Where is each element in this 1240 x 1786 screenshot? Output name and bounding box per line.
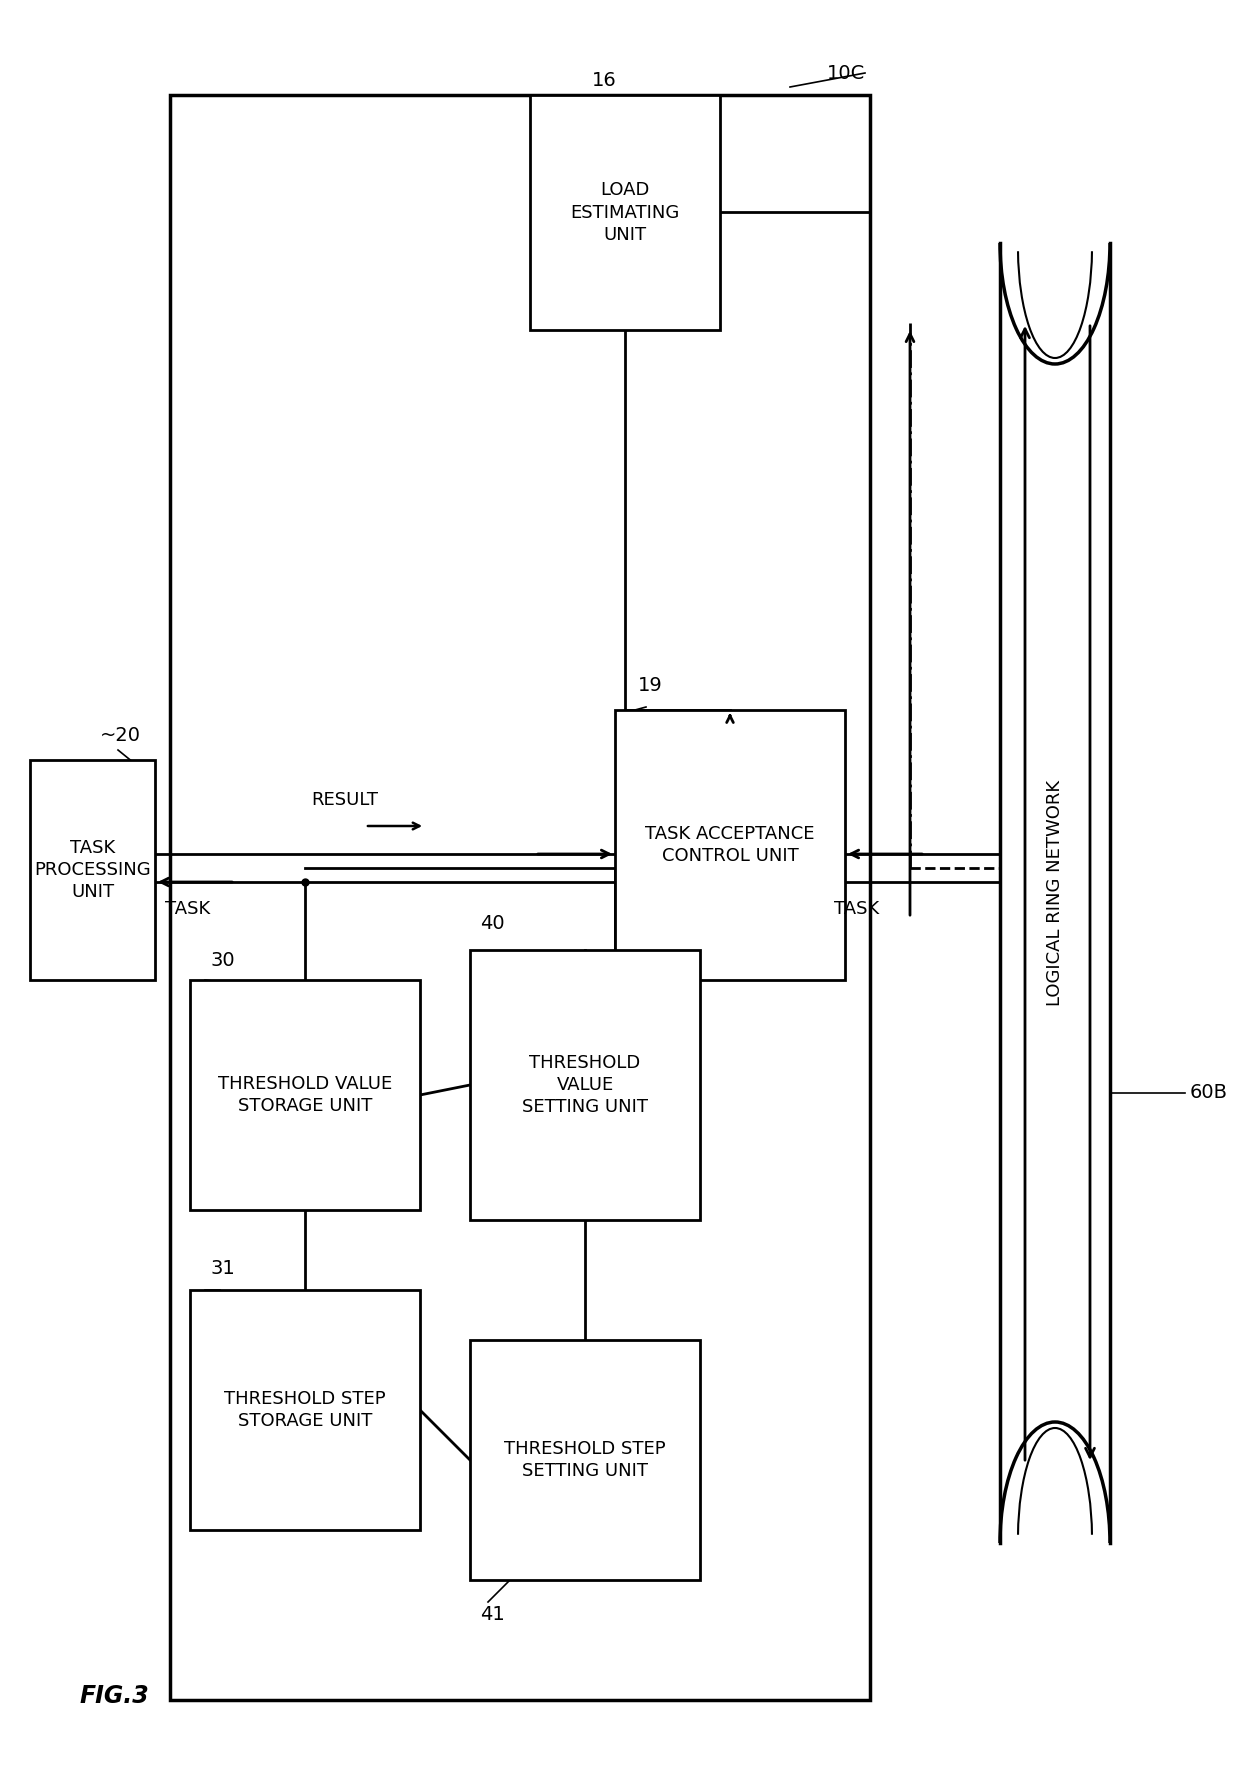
Text: ~20: ~20 — [100, 725, 141, 745]
Bar — [30, 761, 155, 981]
Bar — [999, 243, 1110, 1543]
Text: LOGICAL RING NETWORK: LOGICAL RING NETWORK — [1047, 780, 1064, 1006]
Text: 16: 16 — [591, 71, 616, 89]
Text: LOAD
ESTIMATING
UNIT: LOAD ESTIMATING UNIT — [570, 182, 680, 243]
Bar — [190, 1289, 420, 1531]
Bar — [529, 95, 720, 330]
Bar — [470, 1340, 701, 1581]
Text: TASK
PROCESSING
UNIT: TASK PROCESSING UNIT — [35, 839, 151, 902]
Text: TASK: TASK — [835, 900, 879, 918]
Text: 31: 31 — [210, 1259, 234, 1279]
Bar — [615, 711, 844, 981]
Text: 40: 40 — [480, 914, 505, 932]
Text: 10C: 10C — [827, 64, 866, 82]
Text: 60B: 60B — [1190, 1084, 1228, 1102]
Text: TASK ACCEPTANCE
CONTROL UNIT: TASK ACCEPTANCE CONTROL UNIT — [645, 825, 815, 864]
Text: 41: 41 — [480, 1606, 505, 1623]
Bar — [470, 950, 701, 1220]
Text: 30: 30 — [210, 950, 234, 970]
Bar — [170, 95, 870, 1700]
Text: THRESHOLD VALUE
STORAGE UNIT: THRESHOLD VALUE STORAGE UNIT — [218, 1075, 392, 1114]
Bar — [190, 981, 420, 1209]
Text: RESULT: RESULT — [311, 791, 378, 809]
Text: THRESHOLD STEP
SETTING UNIT: THRESHOLD STEP SETTING UNIT — [505, 1440, 666, 1481]
Text: THRESHOLD STEP
STORAGE UNIT: THRESHOLD STEP STORAGE UNIT — [224, 1390, 386, 1431]
Text: 19: 19 — [639, 675, 662, 695]
Text: THRESHOLD
VALUE
SETTING UNIT: THRESHOLD VALUE SETTING UNIT — [522, 1054, 649, 1116]
Text: FIG.3: FIG.3 — [81, 1684, 150, 1707]
Text: TASK: TASK — [165, 900, 211, 918]
